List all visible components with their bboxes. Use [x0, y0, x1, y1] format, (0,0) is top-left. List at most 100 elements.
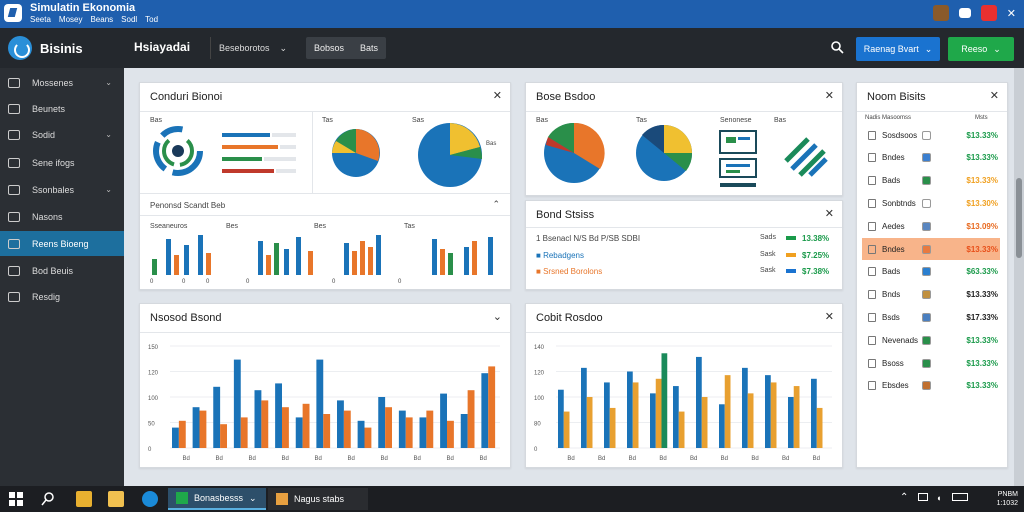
list-item[interactable]: Bads $63.33%: [862, 261, 1000, 283]
svg-text:Bas: Bas: [486, 141, 496, 147]
sidebar-item[interactable]: Sene ifogs: [0, 150, 124, 175]
camera-icon[interactable]: [958, 8, 971, 18]
network-icon[interactable]: [918, 493, 928, 501]
list-item[interactable]: Nevenads $13.33%: [862, 329, 1000, 351]
checkbox-icon[interactable]: [868, 198, 876, 208]
search-icon[interactable]: [40, 491, 56, 507]
menu-item[interactable]: Beans: [90, 15, 114, 24]
x-tick-label: Bd: [690, 456, 697, 462]
start-menu-icon[interactable]: [8, 491, 24, 507]
sidebar-item-label: Reens Bioeng: [32, 238, 89, 249]
y-tick-label: 100: [534, 396, 545, 402]
sidebar-item[interactable]: Beunets: [0, 96, 124, 121]
scrollbar[interactable]: [1014, 68, 1024, 486]
checkbox-icon[interactable]: [868, 267, 876, 277]
y-tick-label: 80: [534, 422, 541, 428]
scrollbar-thumb[interactable]: [1016, 178, 1022, 258]
checkbox-icon[interactable]: [868, 335, 876, 345]
svg-text:0: 0: [398, 279, 402, 283]
list-item-label: Sonbtnds: [882, 198, 916, 208]
list-item[interactable]: Bndes $13.33%: [862, 147, 1000, 169]
header-dropdown[interactable]: Beseborotos ⌄: [210, 37, 295, 59]
brand-name: Bisinis: [40, 40, 83, 56]
taskbar-app[interactable]: Nagus stabs: [268, 488, 368, 510]
sidebar-item[interactable]: Nasons: [0, 204, 124, 229]
list-item[interactable]: Bndes $13.33%: [862, 238, 1000, 260]
taskbar-app-active[interactable]: Bonasbesss ⌄: [168, 488, 266, 510]
menu-item[interactable]: Mosey: [58, 15, 83, 24]
sidebar-item[interactable]: Bod Beuis: [0, 258, 124, 283]
user-avatar-icon[interactable]: [932, 5, 949, 21]
checkbox-icon[interactable]: [868, 221, 876, 231]
stats-value: $7.38%: [802, 267, 830, 276]
search-icon[interactable]: [830, 40, 844, 54]
close-icon[interactable]: ✕: [492, 90, 502, 102]
y-tick-label: 150: [148, 345, 159, 351]
folder-icon[interactable]: [108, 491, 124, 507]
list-item-value: $13.33%: [966, 381, 998, 391]
checkbox-icon[interactable]: [868, 358, 876, 368]
sidebar-item-label: Sodid: [32, 129, 56, 140]
tab-1[interactable]: Bobsos: [314, 43, 345, 53]
chevron-down-icon: ⌄: [249, 492, 257, 503]
close-icon[interactable]: ✕: [989, 90, 999, 102]
sidebar-item[interactable]: Ssonbales ⌄: [0, 177, 124, 202]
checkbox-icon[interactable]: [868, 290, 876, 300]
svg-text:0: 0: [246, 279, 250, 283]
clock[interactable]: PNBM 1:1032: [997, 490, 1018, 508]
volume-icon[interactable]: ◖: [936, 493, 942, 503]
checkbox-icon[interactable]: [868, 153, 876, 163]
list-item[interactable]: Bsds $17.33%: [862, 306, 1000, 328]
brand[interactable]: Bisinis: [8, 36, 83, 60]
bar: [378, 397, 386, 448]
list-item-label: Sosdsoos: [882, 130, 918, 140]
menu-item[interactable]: Seeta: [30, 15, 51, 24]
list-item[interactable]: Bsoss $13.33%: [862, 352, 1000, 374]
panel-stats: Bond Stsiss ✕ 1 Bsenacl N/S Bd P/SB SDBI…: [525, 200, 843, 290]
svg-text:0: 0: [150, 279, 154, 283]
bar: [586, 397, 593, 448]
menu-bar: Seeta Mosey Beans Sodl Tod: [30, 15, 158, 24]
browser-icon[interactable]: [142, 491, 158, 507]
menu-item[interactable]: Tod: [145, 15, 159, 24]
sidebar-item-active[interactable]: Reens Bioeng: [0, 231, 124, 256]
document-icon: [8, 184, 20, 195]
list-item-value: $13.33%: [966, 244, 998, 254]
tab-2[interactable]: Bats: [360, 43, 379, 53]
bar: [385, 407, 392, 448]
widget-label: Bas: [774, 117, 787, 124]
panel-title: Bond Stsiss: [536, 209, 595, 221]
checkbox-icon[interactable]: [868, 312, 876, 322]
close-window-icon[interactable]: ✕: [1006, 7, 1016, 20]
list-item[interactable]: Ebsdes $13.33%: [862, 375, 1000, 397]
chevron-up-icon[interactable]: ⌃: [900, 492, 909, 503]
bar: [419, 417, 427, 448]
close-icon[interactable]: ✕: [824, 311, 834, 323]
checkbox-icon[interactable]: [868, 381, 876, 391]
close-icon[interactable]: ✕: [824, 90, 834, 102]
battery-icon[interactable]: [952, 493, 968, 501]
secondary-action-button[interactable]: Reeso ⌄: [948, 37, 1014, 61]
sidebar-item[interactable]: Sodid ⌄: [0, 122, 124, 147]
y-tick-label: 100: [148, 396, 159, 402]
list-item[interactable]: Sosdsoos $13.33%: [862, 124, 1000, 146]
close-icon[interactable]: ✕: [824, 208, 834, 220]
sidebar-item[interactable]: Mossenes ⌄: [0, 70, 124, 95]
chevron-down-icon: ⌄: [105, 185, 112, 194]
chevron-down-icon[interactable]: ⌄: [492, 311, 502, 323]
checkbox-icon[interactable]: [868, 244, 876, 254]
chevron-up-icon[interactable]: ⌃: [492, 199, 500, 209]
list-item[interactable]: Bnds $13.33%: [862, 284, 1000, 306]
checkbox-icon[interactable]: [868, 130, 876, 140]
list-item[interactable]: Aedes $13.09%: [862, 215, 1000, 237]
list-item[interactable]: Sonbtnds $13.30%: [862, 192, 1000, 214]
app-badge-icon[interactable]: [980, 5, 997, 21]
list-item[interactable]: Bads $13.33%: [862, 170, 1000, 192]
sidebar-item[interactable]: Resdig: [0, 284, 124, 309]
file-explorer-icon[interactable]: [76, 491, 92, 507]
menu-item[interactable]: Sodl: [121, 15, 138, 24]
bar: [343, 410, 351, 448]
svg-text:0: 0: [332, 279, 336, 283]
checkbox-icon[interactable]: [868, 176, 876, 186]
primary-action-button[interactable]: Raenag Bvart ⌄: [856, 37, 940, 61]
